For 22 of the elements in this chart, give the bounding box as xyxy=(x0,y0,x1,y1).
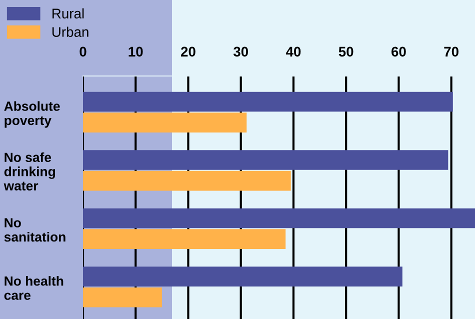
x-tick-label: 70 xyxy=(444,46,458,57)
bar xyxy=(83,208,475,228)
bar xyxy=(83,92,453,112)
y-tick-label: Absolute poverty xyxy=(4,101,60,128)
x-tick-label: 50 xyxy=(338,46,354,57)
x-tick-label: 10 xyxy=(128,46,143,57)
x-tick-label: 20 xyxy=(180,46,196,57)
x-tick-label: 30 xyxy=(233,46,248,57)
bar xyxy=(83,287,162,308)
x-tick-label: 40 xyxy=(286,46,301,57)
x-tick-label: 0 xyxy=(80,46,86,57)
bar xyxy=(83,150,448,170)
y-tick-label: No health care xyxy=(4,276,64,300)
bar xyxy=(83,112,247,132)
legend-label: Urban xyxy=(52,26,88,37)
y-tick-label: No safe drinking water xyxy=(4,152,55,191)
bar xyxy=(83,266,402,286)
legend-label: Rural xyxy=(52,8,84,18)
bar xyxy=(83,170,291,191)
y-tick-label: No sanitation xyxy=(4,218,66,242)
x-tick-label: 60 xyxy=(391,46,406,57)
bar xyxy=(83,229,286,249)
